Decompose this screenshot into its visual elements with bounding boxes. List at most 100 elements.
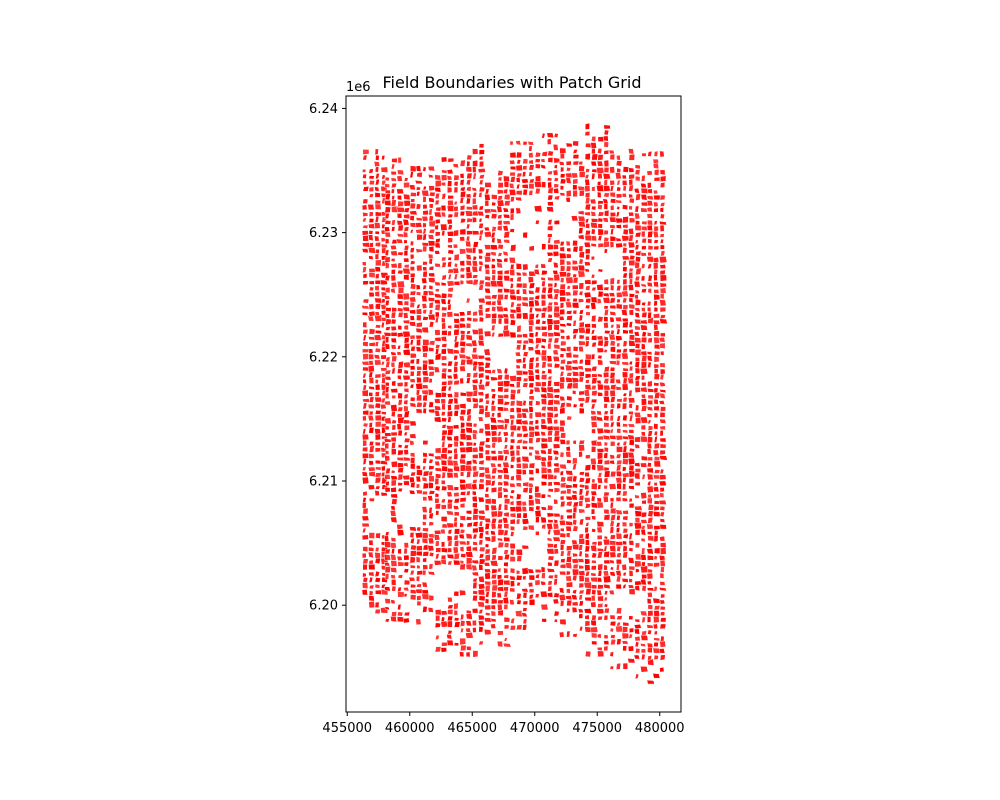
field-polygon [453, 365, 458, 374]
field-polygon [428, 475, 435, 482]
field-polygon [409, 202, 417, 210]
field-polygon [603, 640, 610, 645]
field-polygon [397, 156, 402, 164]
field-polygon [422, 521, 427, 526]
field-polygon [384, 238, 390, 245]
field-polygon [391, 419, 397, 424]
field-polygon [541, 618, 547, 623]
field-polygon [496, 586, 505, 592]
field-polygon [409, 378, 416, 383]
field-polygon [546, 392, 555, 399]
field-polygon [497, 274, 504, 281]
field-polygon [540, 493, 546, 499]
field-polygon [408, 576, 416, 582]
field-polygon [572, 633, 578, 638]
field-polygon [603, 491, 610, 497]
field-polygon [559, 192, 566, 197]
field-polygon [603, 330, 611, 335]
field-polygon [565, 265, 572, 272]
field-polygon [491, 436, 498, 443]
field-polygon [547, 543, 555, 549]
field-polygon [362, 372, 367, 379]
field-polygon [628, 173, 635, 180]
field-polygon [528, 183, 535, 190]
field-polygon [446, 472, 454, 479]
field-polygon [603, 286, 610, 291]
field-polygon [584, 384, 592, 391]
field-polygon [547, 170, 554, 176]
field-polygon [584, 558, 591, 565]
field-polygon [491, 257, 496, 263]
field-polygon [395, 238, 404, 244]
field-polygon [362, 572, 367, 578]
field-polygon [634, 618, 641, 623]
field-polygon [584, 620, 591, 627]
field-polygon [603, 236, 610, 243]
field-polygon [515, 140, 522, 146]
field-polygon [628, 633, 634, 640]
field-polygon [368, 559, 374, 565]
field-polygon [362, 217, 367, 223]
field-polygon [634, 375, 641, 381]
field-polygon [609, 366, 616, 372]
field-polygon [516, 333, 524, 338]
field-polygon [596, 534, 603, 540]
field-polygon [528, 395, 535, 401]
field-polygon [485, 479, 492, 487]
field-polygon [384, 386, 390, 394]
field-polygon [390, 537, 397, 543]
field-polygon [621, 290, 629, 298]
field-polygon [521, 419, 529, 425]
field-polygon [528, 362, 534, 370]
field-polygon [646, 206, 653, 213]
field-polygon [384, 486, 391, 493]
field-polygon [503, 394, 510, 399]
field-polygon [447, 385, 452, 392]
field-polygon [483, 423, 491, 431]
field-polygon [647, 380, 653, 387]
field-polygon [603, 229, 609, 235]
field-polygon [390, 182, 398, 189]
field-polygon [546, 362, 553, 368]
field-polygon [509, 542, 516, 550]
field-polygon [572, 346, 579, 352]
field-polygon [622, 304, 629, 310]
field-polygon [603, 410, 609, 415]
field-polygon [616, 459, 623, 465]
field-polygon [572, 440, 577, 445]
field-polygon [497, 630, 504, 636]
field-polygon [585, 379, 590, 384]
field-polygon [465, 533, 473, 540]
field-polygon [478, 205, 484, 211]
field-polygon [422, 270, 428, 278]
field-polygon [434, 347, 440, 355]
field-polygon [633, 331, 640, 337]
field-polygon [639, 386, 648, 393]
field-polygon [422, 470, 430, 477]
field-polygon [622, 242, 627, 248]
field-polygon [578, 334, 585, 340]
field-polygon [560, 476, 567, 483]
field-polygon [596, 410, 603, 416]
field-polygon [403, 312, 409, 319]
x-tick-label: 460000 [385, 721, 435, 736]
field-polygon [362, 398, 370, 403]
field-polygon [603, 596, 608, 602]
field-polygon [422, 465, 427, 471]
field-polygon [591, 559, 597, 564]
field-polygon [521, 412, 528, 419]
field-polygon [447, 157, 455, 163]
field-polygon [547, 150, 554, 157]
field-polygon [478, 143, 485, 149]
field-polygon [540, 374, 548, 381]
field-polygon [403, 424, 410, 431]
field-polygon [572, 273, 578, 278]
field-polygon [368, 271, 376, 279]
field-polygon [660, 566, 665, 573]
field-polygon [484, 281, 492, 288]
field-polygon [608, 292, 616, 297]
field-polygon [409, 569, 415, 576]
field-polygon [446, 484, 455, 491]
field-polygon [472, 192, 478, 198]
field-polygon [421, 532, 429, 539]
